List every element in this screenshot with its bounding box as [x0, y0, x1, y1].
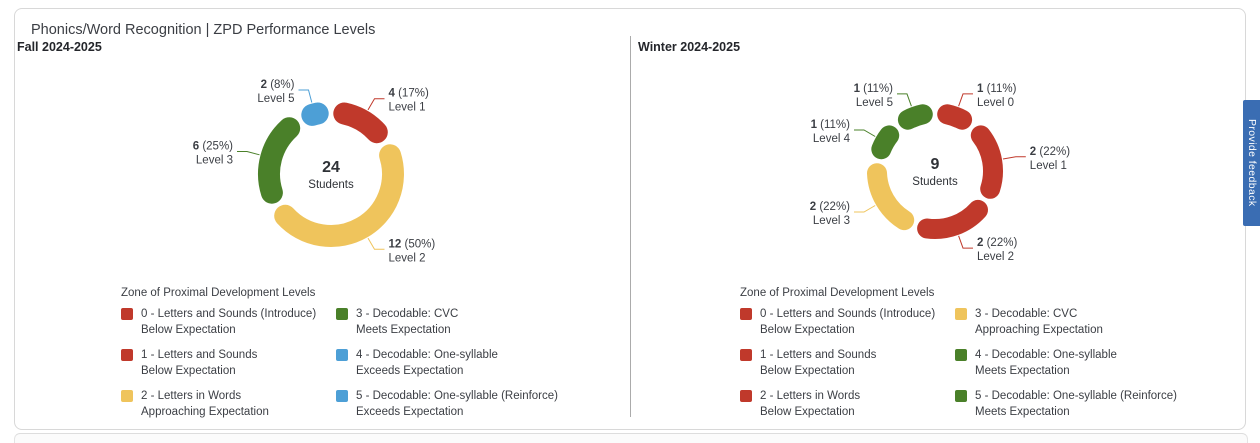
- legend-title: Zone of Proximal Development Levels: [121, 287, 316, 299]
- legend-swatch: [955, 390, 967, 402]
- legend-item: 2 - Letters in Words Approaching Expectat…: [121, 388, 336, 420]
- label-leader-line: [958, 235, 973, 249]
- legend-swatch: [121, 308, 133, 320]
- legend-item-text: 3 - Decodable: CVC Approaching Expectatio…: [975, 308, 1103, 336]
- fall-panel-subtitle: Fall 2024-2025: [17, 40, 102, 54]
- fall-panel: Fall 2024-2025 4 (17%) Level 1 12 (50%) Lev…: [15, 37, 630, 429]
- slice-level-label: Level 3: [813, 215, 850, 227]
- slice-value-label: 2 (22%): [977, 237, 1017, 249]
- slice-level-label: Level 2: [977, 251, 1014, 263]
- legend-item-text: 4 - Decodable: One-syllable Exceeds Expec…: [356, 349, 498, 377]
- legend-swatch: [740, 308, 752, 320]
- legend-item-text: 5 - Decodable: One-syllable (Reinforce) M…: [975, 390, 1177, 418]
- label-leader-line: [854, 205, 876, 213]
- slice-level-label: Level 1: [389, 102, 426, 114]
- slice-value-label: 1 (11%): [977, 83, 1017, 95]
- legend-swatch: [336, 390, 348, 402]
- legend-item-text: 2 - Letters in Words Approaching Expectat…: [141, 390, 269, 418]
- slice-level-label: Level 5: [257, 93, 294, 105]
- donut-segment-level-5[interactable]: [301, 102, 329, 126]
- slice-value-label: 1 (11%): [854, 83, 894, 95]
- winter-legend: Zone of Proximal Development Levels 0 - …: [740, 287, 1187, 429]
- donut-center-label: Students: [912, 176, 958, 188]
- slice-value-label: 2 (8%): [261, 79, 295, 91]
- next-section-edge: [14, 433, 1248, 443]
- winter-panel-subtitle: Winter 2024-2025: [638, 40, 741, 54]
- donut-segment-level-2[interactable]: [917, 199, 988, 240]
- slice-value-label: 1 (11%): [811, 119, 851, 131]
- legend-item: 4 - Decodable: One-syllable Exceeds Expec…: [336, 347, 568, 379]
- provide-feedback-button[interactable]: Provide feedback: [1243, 100, 1260, 226]
- slice-level-label: Level 3: [196, 155, 233, 167]
- panels-row: Fall 2024-2025 4 (17%) Level 1 12 (50%) Lev…: [15, 37, 1245, 429]
- legend-item: 4 - Decodable: One-syllable Meets Expecta…: [955, 347, 1187, 379]
- legend-item: 3 - Decodable: CVC Approaching Expectatio…: [955, 306, 1187, 338]
- legend-swatch: [955, 349, 967, 361]
- slice-level-label: Level 4: [813, 133, 851, 145]
- slice-value-label: 2 (22%): [810, 201, 850, 213]
- legend-swatch: [336, 308, 348, 320]
- legend-items: 0 - Letters and Sounds (Introduce) Below …: [121, 306, 568, 429]
- slice-value-label: 4 (17%): [389, 88, 429, 100]
- donut-center-label: Students: [308, 179, 354, 191]
- legend-item-text: 1 - Letters and Sounds Below Expectation: [141, 349, 258, 377]
- legend-swatch: [740, 390, 752, 402]
- card-title: Phonics/Word Recognition | ZPD Performan…: [31, 22, 376, 38]
- slice-value-label: 12 (50%): [389, 238, 436, 250]
- legend-item-text: 2 - Letters in Words Below Expectation: [760, 390, 861, 418]
- donut-center-value: 9: [931, 156, 940, 173]
- legend-item: 5 - Decodable: One-syllable (Reinforce) M…: [955, 388, 1187, 420]
- legend-swatch: [740, 349, 752, 361]
- slice-level-label: Level 0: [977, 97, 1014, 109]
- slice-level-label: Level 2: [389, 252, 426, 264]
- legend-item: 3 - Decodable: CVC Meets Expectation: [336, 306, 568, 338]
- legend-swatch: [121, 349, 133, 361]
- slice-level-label: Level 5: [856, 97, 893, 109]
- winter-donut-chart: 1 (11%) Level 0 2 (22%) Level 1 2 (22%) Level…: [810, 83, 1071, 263]
- legend-item-text: 3 - Decodable: CVC Meets Expectation: [356, 308, 459, 336]
- legend-item: 5 - Decodable: One-syllable (Reinforce) E…: [336, 388, 568, 420]
- label-leader-line: [854, 129, 876, 137]
- panel-divider: [630, 36, 631, 417]
- label-leader-line: [298, 89, 313, 103]
- legend-item-text: 4 - Decodable: One-syllable Meets Expecta…: [975, 349, 1117, 377]
- legend-items: 0 - Letters and Sounds (Introduce) Below …: [740, 306, 1187, 429]
- legend-title: Zone of Proximal Development Levels: [740, 287, 935, 299]
- donut-center-value: 24: [322, 159, 340, 176]
- slice-value-label: 6 (25%): [193, 141, 233, 153]
- donut-segment-level-3[interactable]: [867, 163, 915, 231]
- slice-value-label: 2 (22%): [1030, 146, 1070, 158]
- legend-item: 0 - Letters and Sounds (Introduce) Below …: [121, 306, 336, 338]
- fall-donut-chart: 4 (17%) Level 1 12 (50%) Level 2 6 (25%) Leve…: [193, 79, 436, 264]
- legend-swatch: [121, 390, 133, 402]
- legend-swatch: [955, 308, 967, 320]
- legend-item-text: 1 - Letters and Sounds Below Expectation: [760, 349, 877, 377]
- legend-item-text: 0 - Letters and Sounds (Introduce) Below …: [760, 308, 936, 336]
- legend-item: 1 - Letters and Sounds Below Expectation: [740, 347, 955, 379]
- label-leader-line: [958, 93, 973, 107]
- legend-item: 1 - Letters and Sounds Below Expectation: [121, 347, 336, 379]
- label-leader-line: [897, 93, 912, 107]
- legend-item: 0 - Letters and Sounds (Introduce) Below …: [740, 306, 955, 338]
- winter-panel: Winter 2024-2025 1 (11%) Level 0 2 (22%) Le…: [630, 37, 1245, 429]
- label-leader-line: [367, 237, 385, 250]
- donut-segment-level-3[interactable]: [258, 117, 301, 204]
- donut-segment-level-0[interactable]: [937, 104, 973, 130]
- donut-segment-level-4[interactable]: [871, 125, 900, 160]
- donut-segment-level-1[interactable]: [333, 102, 388, 144]
- legend-swatch: [336, 349, 348, 361]
- legend-item: 2 - Letters in Words Below Expectation: [740, 388, 955, 420]
- label-leader-line: [367, 98, 385, 111]
- label-leader-line: [1002, 156, 1026, 160]
- donut-segment-level-5[interactable]: [897, 104, 933, 130]
- legend-item-text: 0 - Letters and Sounds (Introduce) Below …: [141, 308, 317, 336]
- zpd-performance-card: Phonics/Word Recognition | ZPD Performan…: [14, 8, 1246, 430]
- legend-item-text: 5 - Decodable: One-syllable (Reinforce) E…: [356, 390, 558, 418]
- donut-segment-level-2[interactable]: [274, 144, 404, 247]
- slice-level-label: Level 1: [1030, 160, 1067, 172]
- fall-legend: Zone of Proximal Development Levels 0 - …: [121, 287, 568, 429]
- donut-segment-level-1[interactable]: [970, 125, 1003, 199]
- label-leader-line: [237, 151, 260, 156]
